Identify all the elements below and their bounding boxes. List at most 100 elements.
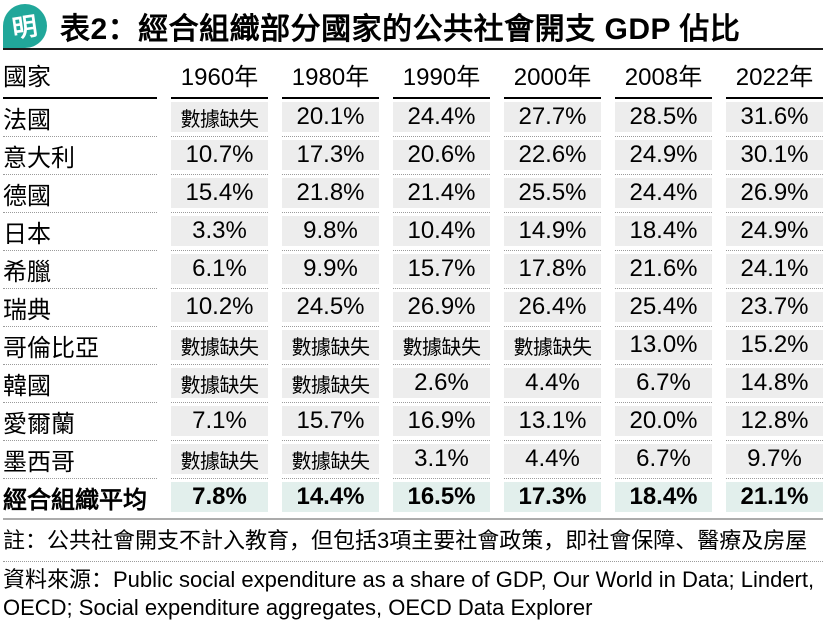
table-row: 哥倫比亞 數據缺失 數據缺失 數據缺失 數據缺失 13.0% 15.2% [3,326,823,364]
value-cell: 10.7% [171,136,268,174]
value-cell: 28.5% [615,99,712,136]
value-cell: 21.8% [282,174,379,212]
value-cell: 21.1% [726,478,823,516]
value-cell: 22.6% [504,136,601,174]
value-cell: 17.8% [504,250,601,288]
table-header-row: 國家 1960年 1980年 1990年 2000年 2008年 2022年 [3,50,823,99]
footnote: 註：公共社會開支不計入教育，但包括3項主要社會政策，即社會保障、醫療及房屋 [3,528,808,553]
value-cell: 12.8% [726,402,823,440]
value-cell: 7.1% [171,402,268,440]
value-cell: 26.9% [393,288,490,326]
value-cell: 4.4% [504,364,601,402]
value-cell-missing: 數據缺失 [282,364,379,402]
value-cell: 24.9% [726,212,823,250]
value-cell: 27.7% [504,99,601,136]
value-cell: 3.1% [393,440,490,478]
value-cell: 14.4% [282,478,379,516]
value-cell-missing: 數據缺失 [171,326,268,364]
value-cell: 26.9% [726,174,823,212]
footer-divider [3,561,823,562]
value-cell-missing: 數據缺失 [171,364,268,402]
country-cell: 韓國 [3,364,157,402]
value-cell: 24.5% [282,288,379,326]
value-cell: 26.4% [504,288,601,326]
country-cell: 哥倫比亞 [3,326,157,364]
value-cell: 20.0% [615,402,712,440]
value-cell: 9.8% [282,212,379,250]
table-row-average: 經合組織平均 7.8% 14.4% 16.5% 17.3% 18.4% 21.1% [3,478,823,516]
source-line: 資料來源：Public social expenditure as a shar… [3,567,815,620]
value-cell: 25.4% [615,288,712,326]
value-cell: 9.7% [726,440,823,478]
value-cell: 10.4% [393,212,490,250]
value-cell: 24.4% [393,99,490,136]
country-cell: 經合組織平均 [3,478,157,516]
value-cell: 23.7% [726,288,823,326]
value-cell: 31.6% [726,99,823,136]
page-title: 表2：經合組織部分國家的公共社會開支 GDP 佔比 [60,12,741,46]
value-cell: 17.3% [504,478,601,516]
value-cell: 21.4% [393,174,490,212]
table-row: 韓國 數據缺失 數據缺失 2.6% 4.4% 6.7% 14.8% [3,364,823,402]
table-row: 意大利 10.7% 17.3% 20.6% 22.6% 24.9% 30.1% [3,136,823,174]
value-cell: 2.6% [393,364,490,402]
country-cell: 瑞典 [3,288,157,326]
value-cell: 14.8% [726,364,823,402]
value-cell: 25.5% [504,174,601,212]
value-cell: 10.2% [171,288,268,326]
value-cell: 16.5% [393,478,490,516]
value-cell: 20.1% [282,99,379,136]
value-cell-missing: 數據缺失 [504,326,601,364]
table-row: 希臘 6.1% 9.9% 15.7% 17.8% 21.6% 24.1% [3,250,823,288]
column-header-country: 國家 [3,50,157,99]
value-cell: 9.9% [282,250,379,288]
value-cell: 7.8% [171,478,268,516]
country-cell: 德國 [3,174,157,212]
value-cell: 15.7% [393,250,490,288]
table-row: 墨西哥 數據缺失 數據缺失 3.1% 4.4% 6.7% 9.7% [3,440,823,478]
value-cell: 6.7% [615,440,712,478]
value-cell: 24.4% [615,174,712,212]
mingpao-logo-glyph: 明 [10,10,40,44]
table-row: 愛爾蘭 7.1% 15.7% 16.9% 13.1% 20.0% 12.8% [3,402,823,440]
value-cell: 14.9% [504,212,601,250]
value-cell: 18.4% [615,212,712,250]
country-cell: 意大利 [3,136,157,174]
table-row: 德國 15.4% 21.8% 21.4% 25.5% 24.4% 26.9% [3,174,823,212]
table-row: 法國 數據缺失 20.1% 24.4% 27.7% 28.5% 31.6% [3,99,823,136]
value-cell-missing: 數據缺失 [171,440,268,478]
country-cell: 法國 [3,106,51,134]
value-cell-missing: 數據缺失 [393,326,490,364]
value-cell: 15.7% [282,402,379,440]
value-cell: 15.2% [726,326,823,364]
value-cell: 3.3% [171,212,268,250]
value-cell: 15.4% [171,174,268,212]
value-cell: 18.4% [615,478,712,516]
column-header-year: 2008年 [615,50,712,99]
country-cell: 日本 [3,212,157,250]
value-cell: 6.1% [171,250,268,288]
value-cell: 4.4% [504,440,601,478]
country-cell: 希臘 [3,250,157,288]
mingpao-logo: 明 [3,3,47,48]
column-header-year: 1960年 [171,50,268,99]
value-cell: 6.7% [615,364,712,402]
masthead: 明 表2：經合組織部分國家的公共社會開支 GDP 佔比 [3,0,823,50]
table-row: 瑞典 10.2% 24.5% 26.9% 26.4% 25.4% 23.7% [3,288,823,326]
value-cell: 24.9% [615,136,712,174]
value-cell: 13.0% [615,326,712,364]
value-cell-missing: 數據缺失 [171,99,268,136]
value-cell: 13.1% [504,402,601,440]
column-header-year: 2022年 [726,50,823,99]
column-header-year: 1980年 [282,50,379,99]
value-cell: 21.6% [615,250,712,288]
value-cell: 17.3% [282,136,379,174]
value-cell: 16.9% [393,402,490,440]
value-cell: 24.1% [726,250,823,288]
table-row: 日本 3.3% 9.8% 10.4% 14.9% 18.4% 24.9% [3,212,823,250]
value-cell: 30.1% [726,136,823,174]
country-cell: 墨西哥 [3,440,157,478]
table-bottom-rule [3,518,823,520]
column-header-year: 2000年 [504,50,601,99]
